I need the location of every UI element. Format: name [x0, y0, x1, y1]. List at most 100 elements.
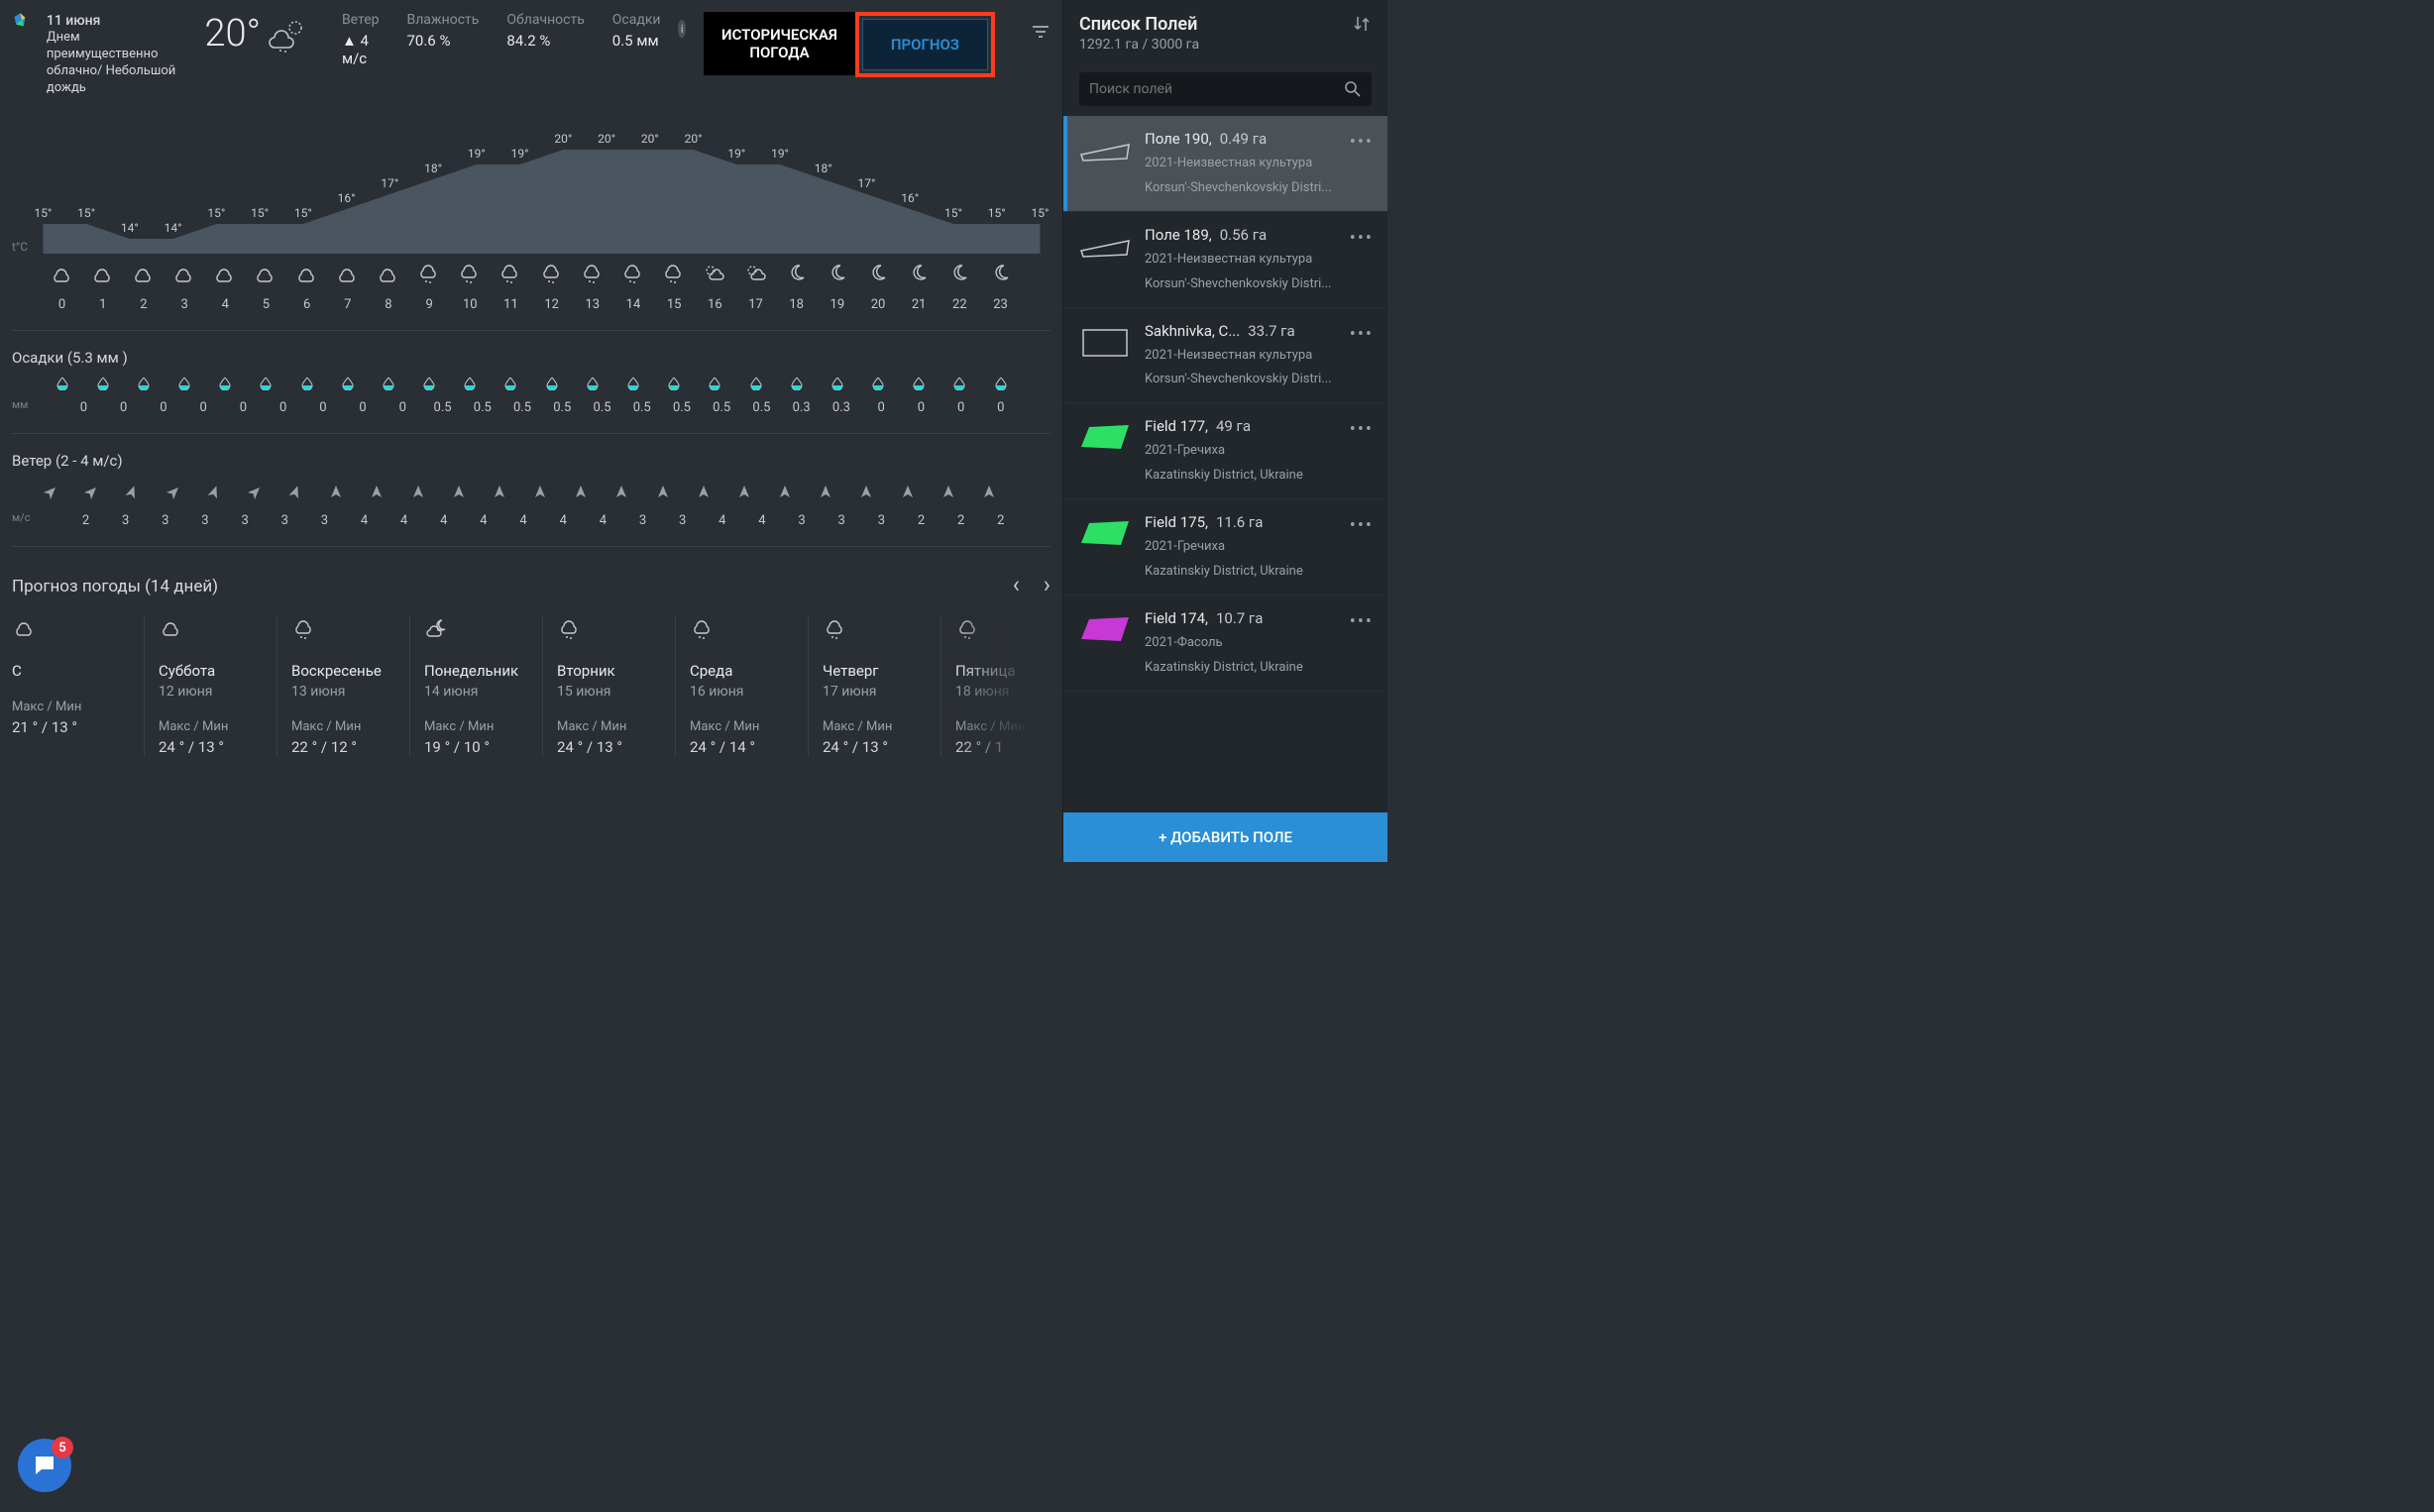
- precip-drop-icon: [503, 377, 517, 390]
- precip-value: 0: [901, 400, 940, 415]
- forecast-day-card[interactable]: Среда 16 июня Макс / Мин 24 ° / 14 °: [676, 616, 809, 756]
- current-temp: 20°: [204, 12, 261, 55]
- precip-value: 0: [343, 400, 383, 415]
- field-more-icon[interactable]: •••: [1350, 609, 1374, 677]
- precip-title: Осадки (5.3 мм ): [12, 349, 1051, 367]
- precip-drop-icon: [667, 377, 681, 390]
- weather-header: 11 июня Днем преимущественно облачно/ Не…: [12, 0, 1051, 117]
- wind-value: 3: [782, 513, 822, 528]
- field-more-icon[interactable]: •••: [1350, 226, 1374, 293]
- weather-main: 11 июня Днем преимущественно облачно/ Не…: [0, 0, 1062, 862]
- sort-icon[interactable]: [1352, 14, 1372, 34]
- precip-value: 0: [940, 400, 980, 415]
- hour-weather-icon: [368, 260, 408, 285]
- hour-label: 11: [491, 297, 531, 312]
- field-location: Kazatinskiy District, Ukraine: [1145, 660, 1338, 677]
- wind-arrow-icon: [980, 484, 998, 501]
- fc-maxmin: 24 ° / 13 °: [823, 738, 927, 756]
- forecast-day-card[interactable]: Вторник 15 июня Макс / Мин 24 ° / 13 °: [543, 616, 676, 756]
- wind-value: 4: [742, 513, 782, 528]
- forecast-day-card[interactable]: Понедельник 14 июня Макс / Мин 19 ° / 10…: [410, 616, 543, 756]
- precip-drop-icon: [952, 377, 966, 390]
- field-more-icon[interactable]: •••: [1350, 130, 1374, 197]
- fc14-prev[interactable]: ‹: [1013, 571, 1020, 598]
- fc-maxmin-label: Макс / Мин: [823, 719, 927, 734]
- fc-maxmin: 24 ° / 13 °: [557, 738, 661, 756]
- fc-maxmin-label: Макс / Мин: [12, 700, 130, 714]
- temp-label: 17°: [858, 176, 876, 190]
- precip-drop-icon: [422, 377, 436, 390]
- fc-day-icon: [690, 616, 794, 648]
- precip-drop-icon: [55, 377, 69, 390]
- temp-label: 20°: [685, 132, 703, 146]
- hour-weather-icon: [817, 260, 857, 285]
- precip-values-row: 0000000000.50.50.50.50.50.50.50.50.50.30…: [34, 394, 1051, 415]
- fc-day-icon: [557, 616, 661, 648]
- field-more-icon[interactable]: •••: [1350, 322, 1374, 389]
- fc-day-name: Воскресенье: [291, 662, 395, 680]
- field-item[interactable]: Field 177,49 га 2021-Гречиха Kazatinskiy…: [1063, 403, 1387, 499]
- field-item[interactable]: Sakhnivka, С...33.7 га 2021-Неизвестная …: [1063, 308, 1387, 404]
- wind-value: 3: [663, 513, 703, 528]
- hour-weather-icon: [327, 260, 368, 285]
- field-item[interactable]: Field 175,11.6 га 2021-Гречиха Kazatinsk…: [1063, 499, 1387, 595]
- wind-value: 4: [503, 513, 543, 528]
- field-more-icon[interactable]: •••: [1350, 513, 1374, 581]
- side-title: Список Полей: [1079, 14, 1199, 35]
- wind-values-row: 233333344444443344333222: [36, 507, 1051, 528]
- field-item[interactable]: Поле 189,0.56 га 2021-Неизвестная культу…: [1063, 212, 1387, 308]
- fc-day-icon: [291, 616, 395, 648]
- search-box[interactable]: [1079, 72, 1372, 106]
- search-input[interactable]: [1089, 81, 1344, 97]
- fc-day-date: 12 июня: [159, 684, 263, 700]
- precip-drop-icon: [994, 377, 1008, 390]
- wind-arrow-icon: [38, 480, 62, 504]
- precip-value: 0.5: [622, 400, 662, 415]
- tab-forecast[interactable]: ПРОГНОЗ: [862, 19, 988, 70]
- forecast-day-card[interactable]: Четверг 17 июня Макс / Мин 24 ° / 13 °: [809, 616, 941, 756]
- wind-arrow-icon: [531, 484, 549, 501]
- forecast-day-card[interactable]: Суббота 12 июня Макс / Мин 24 ° / 13 °: [145, 616, 277, 756]
- temp-label: 20°: [554, 132, 572, 146]
- forecast-day-card[interactable]: С Макс / Мин 21 ° / 13 °: [12, 616, 145, 756]
- add-field-button[interactable]: + ДОБАВИТЬ ПОЛЕ: [1063, 812, 1387, 862]
- filter-icon[interactable]: [1031, 22, 1051, 42]
- forecast-day-card[interactable]: Воскресенье 13 июня Макс / Мин 22 ° / 12…: [277, 616, 410, 756]
- precip-drop-icon: [626, 377, 640, 390]
- field-location: Korsun'-Shevchenkovskiy Distri...: [1145, 276, 1338, 293]
- field-more-icon[interactable]: •••: [1350, 417, 1374, 485]
- hour-weather-icon: [612, 260, 653, 285]
- temp-label: 14°: [165, 221, 182, 235]
- tab-history[interactable]: ИСТОРИЧЕСКАЯ ПОГОДА: [704, 12, 855, 75]
- fc-maxmin-label: Макс / Мин: [690, 719, 794, 734]
- chat-button[interactable]: 5: [18, 1439, 71, 1492]
- hour-label: 8: [368, 297, 408, 312]
- wind-arrow-icon: [695, 484, 713, 501]
- wind-arrow-icon: [491, 484, 508, 501]
- precip-value: 0: [104, 400, 144, 415]
- info-icon[interactable]: i: [678, 20, 686, 38]
- field-item[interactable]: Поле 190,0.49 га 2021-Неизвестная культу…: [1063, 116, 1387, 212]
- hour-weather-icon: [899, 260, 940, 285]
- field-shape-icon: [1077, 609, 1133, 649]
- precip-value: 0.5: [662, 400, 702, 415]
- hour-label: 14: [612, 297, 653, 312]
- forecast-day-card[interactable]: Пятница 18 июня Макс / Мин 22 ° / 1: [941, 616, 1062, 756]
- temp-label: 18°: [815, 162, 832, 175]
- wind-arrow-icon: [735, 484, 753, 501]
- fc-day-date: 16 июня: [690, 684, 794, 700]
- fc-maxmin-label: Макс / Мин: [424, 719, 528, 734]
- precip-value: 0.5: [702, 400, 741, 415]
- hour-weather-icon: [409, 260, 450, 285]
- precip-value: 0.5: [542, 400, 582, 415]
- precip-value: 0: [144, 400, 183, 415]
- hour-label: 5: [246, 297, 286, 312]
- wind-arrow-icon: [283, 481, 306, 503]
- temp-label: 20°: [598, 132, 615, 146]
- field-item[interactable]: Field 174,10.7 га 2021-Фасоль Kazatinski…: [1063, 595, 1387, 692]
- precip-value: 0.5: [582, 400, 621, 415]
- app-logo[interactable]: [12, 12, 29, 52]
- fc-day-icon: [12, 616, 130, 648]
- fc-day-name: Понедельник: [424, 662, 528, 680]
- fc14-next[interactable]: ›: [1044, 571, 1051, 598]
